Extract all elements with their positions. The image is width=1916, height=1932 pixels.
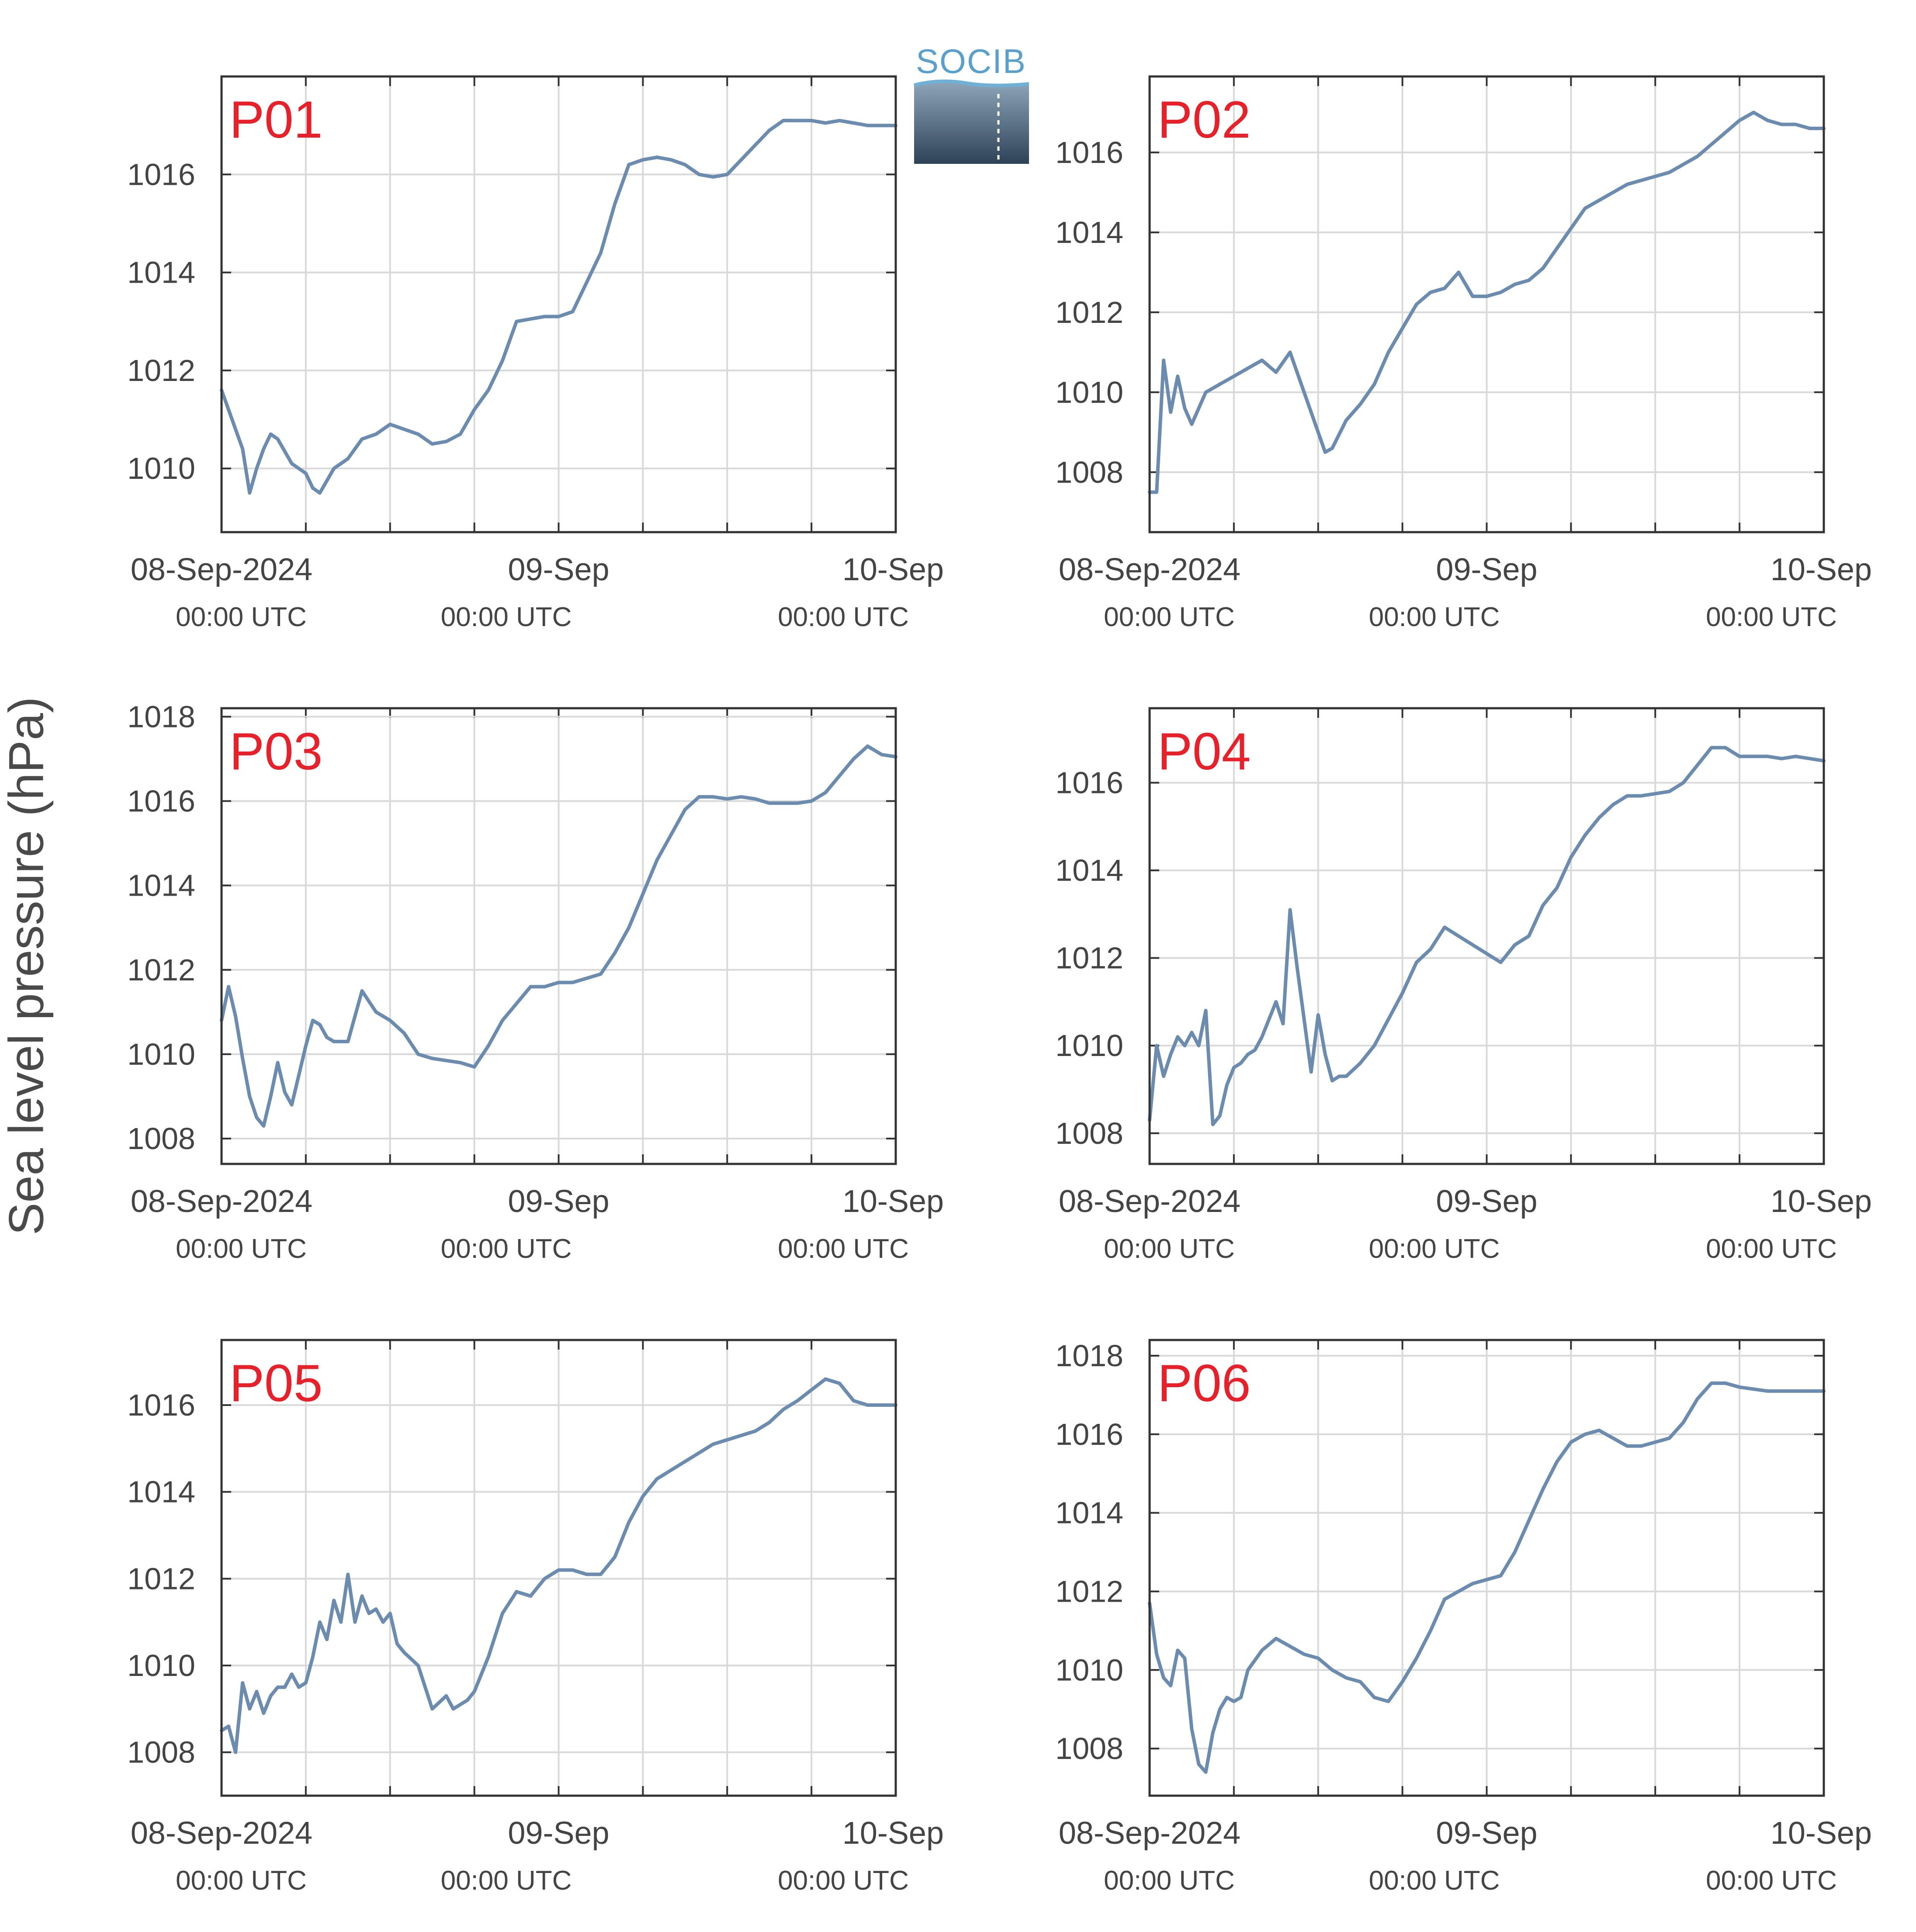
x-tick-label-time: 00:00 UTC [1369, 1234, 1500, 1264]
x-tick-label-time: 00:00 UTC [176, 1866, 307, 1896]
series-line [1148, 111, 1826, 494]
y-tick-label: 1010 [1055, 1028, 1123, 1063]
axes-frame [220, 1339, 897, 1797]
chart-panel-p01: 1010 1012 1014 1016 08-Sep-2024 00:00 UTC 09-S… [127, 75, 944, 632]
x-tick-label-time: 00:00 UTC [778, 602, 909, 632]
y-tick-label: 1012 [127, 1562, 195, 1596]
y-tick-label: 1012 [127, 353, 195, 388]
y-tick-label: 1014 [1055, 215, 1123, 249]
y-tick-label: 1010 [1055, 375, 1123, 409]
y-tick-label: 1014 [127, 256, 195, 290]
y-tick-label: 1008 [1055, 1731, 1123, 1766]
axes-frame [1148, 707, 1825, 1165]
x-tick-label-time: 00:00 UTC [778, 1234, 909, 1264]
x-tick-label-date: 08-Sep-2024 [1059, 1184, 1240, 1219]
x-tick-label-time: 00:00 UTC [1104, 602, 1235, 632]
x-tick-label-time: 00:00 UTC [176, 1234, 307, 1264]
x-tick-label-time: 00:00 UTC [441, 1234, 572, 1264]
series-line [220, 744, 897, 1128]
x-tick-label-date: 09-Sep [508, 1816, 609, 1851]
panel-label: P01 [229, 90, 323, 149]
x-tick-label-time: 00:00 UTC [441, 602, 572, 632]
y-tick-label: 1014 [127, 869, 195, 903]
x-tick-label-time: 00:00 UTC [1104, 1866, 1235, 1896]
y-tick-label: 1016 [127, 157, 195, 191]
y-tick-label: 1014 [1055, 1496, 1123, 1530]
x-tick-label-date: 09-Sep [1436, 552, 1537, 587]
panel-label: P04 [1157, 722, 1251, 781]
y-tick-label: 1008 [127, 1122, 195, 1156]
socib-logo: SOCIB [913, 44, 1029, 164]
chart-panel-p02: 1008 1010 1012 1014 1016 08-Sep-2024 00:00 UTC… [1055, 75, 1872, 632]
y-tick-label: 1014 [1055, 853, 1123, 887]
series-line [220, 118, 897, 495]
x-tick-label-date: 08-Sep-2024 [1059, 1816, 1240, 1851]
x-tick-label-time: 00:00 UTC [1706, 602, 1837, 632]
x-tick-label-time: 00:00 UTC [1706, 1866, 1837, 1896]
axes-frame [220, 707, 897, 1165]
y-tick-label: 1012 [1055, 295, 1123, 329]
x-tick-label-date: 08-Sep-2024 [131, 552, 312, 587]
chart-panel-p04: 1008 1010 1012 1014 1016 08-Sep-2024 00:00 UTC… [1055, 707, 1872, 1264]
y-tick-label: 1016 [1055, 765, 1123, 800]
y-tick-label: 1018 [1055, 1339, 1123, 1373]
y-tick-label: 1014 [127, 1475, 195, 1509]
x-tick-label-time: 00:00 UTC [778, 1866, 909, 1896]
axes-frame [1148, 75, 1825, 533]
x-tick-label-date: 08-Sep-2024 [131, 1184, 312, 1219]
x-tick-label-date: 10-Sep [842, 552, 944, 587]
panel-label: P06 [1157, 1354, 1251, 1413]
logo-text: SOCIB [916, 42, 1026, 80]
y-tick-label: 1016 [1055, 1417, 1123, 1451]
y-tick-label: 1010 [127, 451, 195, 485]
y-tick-label: 1008 [127, 1735, 195, 1769]
y-tick-label: 1008 [1055, 1116, 1123, 1150]
x-tick-label-time: 00:00 UTC [1706, 1234, 1837, 1264]
y-tick-label: 1012 [127, 953, 195, 987]
panel-label: P03 [229, 722, 323, 781]
x-tick-label-time: 00:00 UTC [176, 602, 307, 632]
x-tick-label-time: 00:00 UTC [1104, 1234, 1235, 1264]
y-tick-label: 1010 [127, 1648, 195, 1683]
x-tick-label-date: 09-Sep [508, 552, 609, 587]
x-tick-label-time: 00:00 UTC [1369, 1866, 1500, 1896]
x-tick-label-date: 08-Sep-2024 [131, 1816, 312, 1851]
panel-label: P02 [1157, 90, 1251, 149]
x-tick-label-date: 10-Sep [1770, 1184, 1872, 1219]
y-tick-label: 1010 [127, 1037, 195, 1071]
x-tick-label-date: 09-Sep [1436, 1184, 1537, 1219]
y-tick-label: 1016 [127, 784, 195, 818]
x-tick-label-date: 08-Sep-2024 [1059, 552, 1240, 587]
chart-panels: 1010 1012 1014 1016 08-Sep-2024 00:00 UTC 09-S… [127, 75, 1872, 1896]
y-tick-label: 1016 [1055, 135, 1123, 170]
chart-panel-p06: 1008 1010 1012 1014 1016 1018 08-Sep-2024 00:00… [1055, 1339, 1872, 1896]
x-tick-label-date: 09-Sep [1436, 1816, 1537, 1851]
x-tick-label-time: 00:00 UTC [441, 1866, 572, 1896]
y-axis-label: Sea level pressure (hPa) [0, 696, 54, 1236]
x-tick-label-date: 10-Sep [1770, 552, 1872, 587]
y-tick-label: 1008 [1055, 455, 1123, 489]
chart-panel-p05: 1008 1010 1012 1014 1016 08-Sep-2024 00:00 UTC… [127, 1339, 944, 1896]
y-tick-label: 1012 [1055, 941, 1123, 975]
x-tick-label-time: 00:00 UTC [1369, 602, 1500, 632]
y-tick-label: 1010 [1055, 1653, 1123, 1687]
y-tick-label: 1016 [127, 1388, 195, 1422]
series-line [1148, 746, 1826, 1126]
panel-label: P05 [229, 1354, 323, 1413]
x-tick-label-date: 10-Sep [842, 1184, 944, 1219]
series-line [220, 1377, 897, 1754]
y-tick-label: 1012 [1055, 1574, 1123, 1608]
x-tick-label-date: 09-Sep [508, 1184, 609, 1219]
axes-frame [220, 75, 897, 533]
x-tick-label-date: 10-Sep [842, 1816, 944, 1851]
chart-panel-p03: 1008 1010 1012 1014 1016 1018 08-Sep-2024 00:00… [127, 699, 944, 1264]
y-tick-label: 1018 [127, 699, 195, 734]
x-tick-label-date: 10-Sep [1770, 1816, 1872, 1851]
axes-frame [1148, 1339, 1825, 1797]
series-line [1148, 1381, 1826, 1774]
